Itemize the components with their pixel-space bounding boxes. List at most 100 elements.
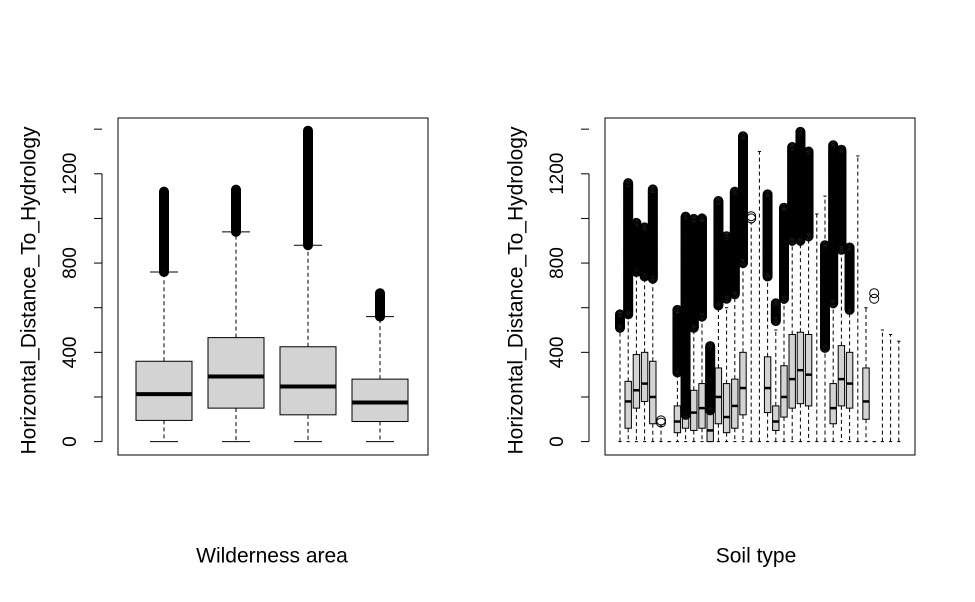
box-body	[722, 383, 731, 434]
box-17	[746, 211, 757, 443]
outlier-point	[713, 196, 724, 207]
box-body	[649, 360, 657, 425]
box-16	[738, 131, 748, 443]
outlier-point	[828, 140, 839, 151]
box-body	[739, 351, 747, 416]
outlier-point	[803, 146, 814, 157]
box-35	[897, 340, 901, 443]
box-19	[762, 189, 773, 443]
box-3	[631, 217, 642, 443]
box-2	[207, 184, 265, 443]
box-22	[787, 142, 798, 443]
box-9	[680, 211, 691, 443]
outlier-point	[869, 293, 880, 304]
outlier-point	[159, 186, 169, 197]
box-13	[713, 196, 724, 443]
box-30	[856, 155, 860, 443]
box-body	[829, 383, 837, 425]
box-body	[862, 367, 870, 420]
outlier-point	[746, 211, 757, 222]
y-tick-label: 800	[60, 247, 81, 279]
box-body	[731, 378, 739, 429]
outlier-point	[623, 178, 634, 189]
box-2	[623, 178, 634, 443]
box-33	[880, 329, 884, 443]
box-body	[624, 380, 632, 429]
y-tick-label: 0	[547, 436, 568, 447]
box-4	[351, 288, 409, 443]
box-25	[815, 213, 819, 443]
box-body	[207, 337, 265, 409]
box-5	[647, 184, 658, 443]
soil-type-boxplot: 0 400 800 1200 Horizontal_Distance_To_Hydrol…	[505, 117, 916, 568]
box-body	[632, 354, 641, 409]
box-24	[803, 146, 814, 443]
outlier-point	[844, 242, 855, 253]
box-32	[869, 288, 880, 443]
plot-frame	[117, 117, 429, 456]
y-tick-label: 1200	[547, 153, 568, 195]
outlier-point	[762, 189, 773, 200]
outlier-point	[656, 415, 666, 426]
outlier-point	[231, 184, 241, 195]
y-tick-label: 800	[547, 247, 568, 279]
box-21	[779, 202, 789, 443]
box-26	[820, 195, 830, 443]
y-axis-title: Horizontal_Distance_To_Hydrology	[505, 126, 528, 455]
box-body	[788, 333, 796, 409]
box-body	[690, 389, 698, 431]
box-8	[672, 304, 683, 443]
box-body	[135, 360, 193, 421]
box-3	[279, 125, 337, 443]
box-body	[673, 405, 682, 434]
box-11	[697, 213, 707, 443]
box-body	[640, 351, 649, 402]
box-28	[836, 144, 847, 443]
box-body	[845, 351, 854, 409]
outlier-point	[869, 288, 880, 299]
box-body	[763, 356, 772, 414]
box-4	[639, 222, 650, 443]
box-body	[837, 345, 846, 407]
box-body	[804, 333, 813, 407]
box-20	[770, 298, 781, 443]
y-tick-label: 0	[60, 436, 81, 447]
box-29	[844, 242, 855, 443]
box-body	[780, 365, 788, 418]
outlier-point	[795, 126, 806, 137]
outlier-point	[697, 213, 707, 224]
y-axis-title: Horizontal_Distance_To_Hydrology	[18, 126, 41, 455]
outlier-point	[738, 131, 748, 142]
x-axis-title: Soil type	[716, 545, 797, 568]
box-15	[729, 186, 740, 443]
box-34	[889, 333, 893, 443]
outlier-point	[836, 144, 847, 155]
box-body	[698, 383, 706, 429]
box-12	[705, 341, 716, 443]
box-14	[721, 231, 732, 443]
y-tick-label: 400	[60, 336, 81, 368]
box-10	[688, 213, 699, 443]
outlier-point	[656, 417, 666, 428]
y-tick-label: 1200	[60, 153, 81, 195]
y-tick-label: 400	[547, 336, 568, 368]
outlier-point	[631, 217, 642, 228]
box-31	[862, 307, 870, 443]
box-body	[351, 378, 409, 423]
box-27	[828, 140, 839, 443]
box-6	[656, 415, 666, 443]
box-18	[757, 150, 761, 443]
box-23	[795, 126, 806, 443]
outlier-point	[375, 288, 385, 299]
box-body	[796, 331, 805, 405]
outlier-point	[746, 213, 757, 224]
plot-frame	[604, 117, 916, 456]
box-body	[279, 346, 337, 416]
box-1	[135, 186, 193, 443]
box-1	[615, 309, 625, 443]
outlier-point	[770, 298, 781, 309]
outlier-point	[303, 125, 313, 136]
box-body	[772, 405, 780, 431]
x-axis-title: Wilderness area	[196, 545, 348, 568]
